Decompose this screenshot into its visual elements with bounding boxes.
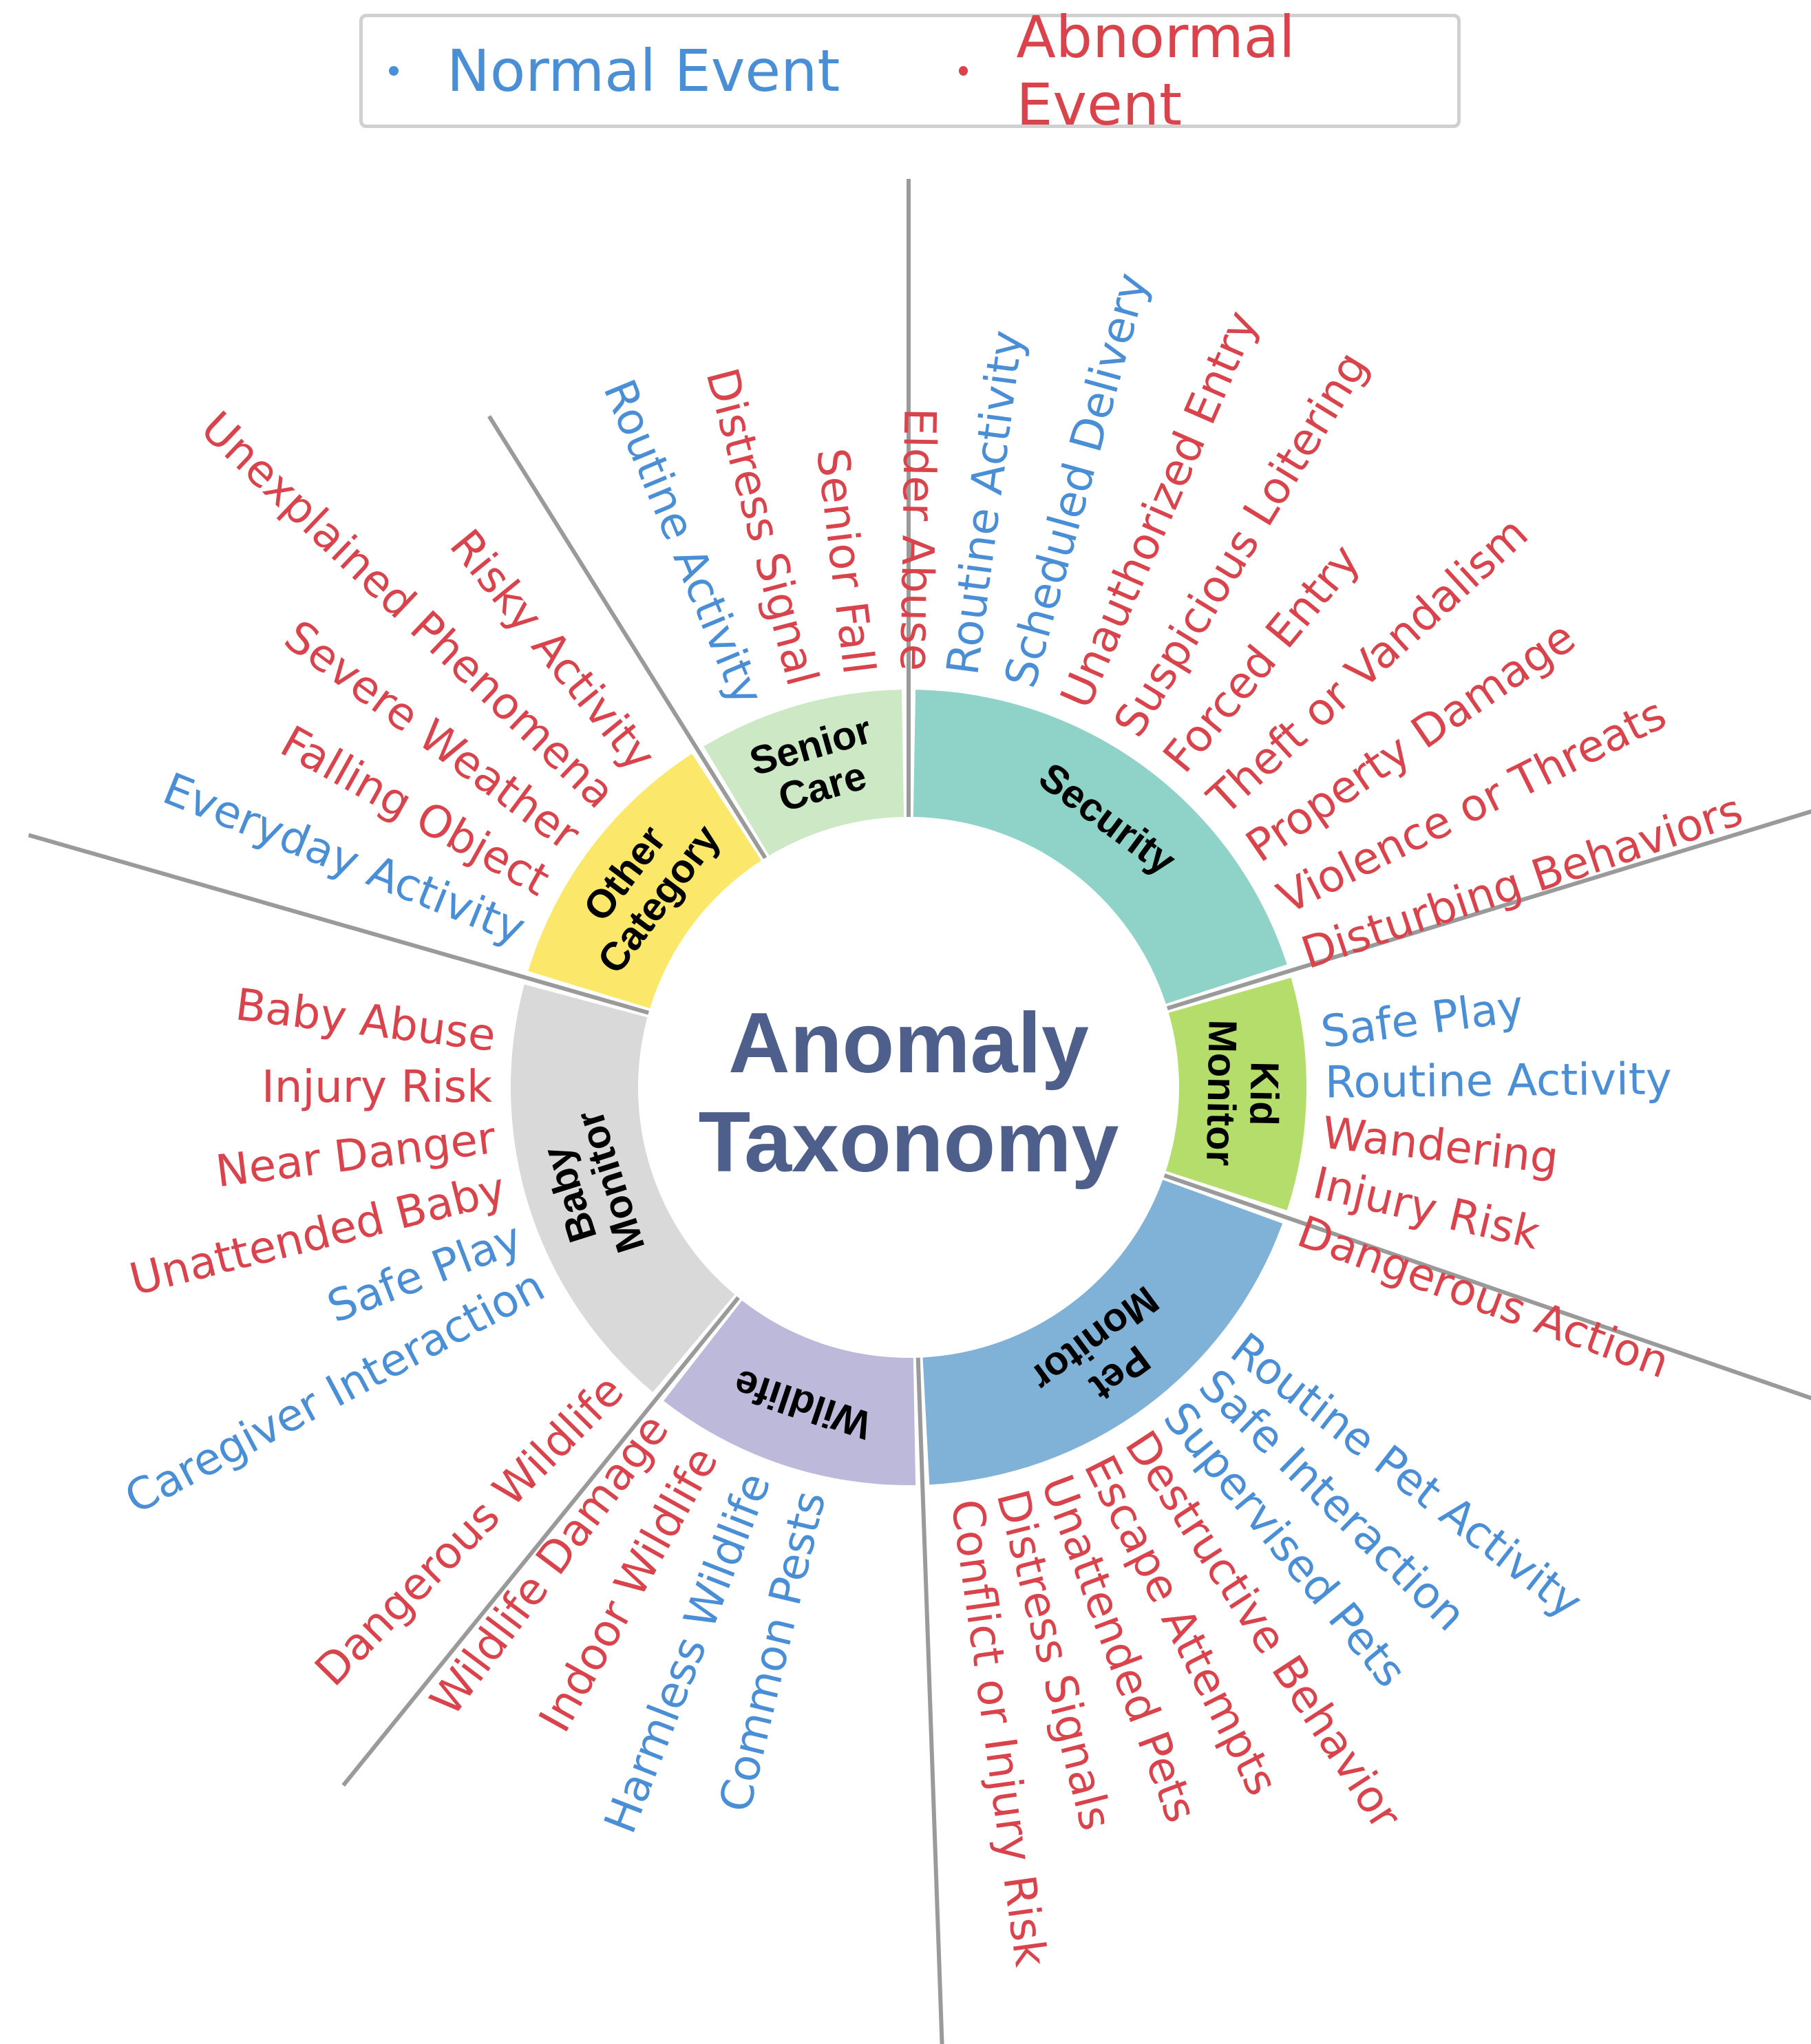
ring-segment-senior-care xyxy=(703,690,904,856)
sector-divider xyxy=(341,1296,741,1787)
ring-segment-baby-monitor xyxy=(511,984,735,1392)
ring-segment-pet-monitor xyxy=(922,1180,1283,1485)
event-item-abnormal: Elder Abuse xyxy=(890,407,945,672)
legend-abnormal-dot xyxy=(959,66,968,76)
category-label-line: Monitor xyxy=(1198,1019,1245,1167)
ring-segment-other-category xyxy=(528,754,761,1009)
sector-divider xyxy=(1163,1173,1811,1401)
ring-segment-wildlife xyxy=(664,1300,916,1485)
event-item-abnormal: Injury Risk xyxy=(262,1062,492,1113)
sector-divider xyxy=(1166,809,1811,1010)
event-item-abnormal: Unexplained Phenomena xyxy=(191,403,624,819)
category-label-line: Kid xyxy=(1241,1061,1287,1127)
legend-item-abnormal: Abnormal Event xyxy=(959,3,1457,138)
legend: Normal Event Abnormal Event xyxy=(359,3,1461,138)
ring-segment-kid-monitor xyxy=(1165,977,1306,1211)
legend-normal-label: Normal Event xyxy=(447,37,840,105)
event-item-abnormal: Baby Abuse xyxy=(233,979,498,1062)
category-ring xyxy=(511,690,1306,1485)
sector-divider xyxy=(915,1357,944,2044)
center-title-line-2: Taxonomy xyxy=(699,1095,1119,1190)
legend-abnormal-label: Abnormal Event xyxy=(1016,3,1295,138)
event-item-normal: Routine Activity xyxy=(1325,1054,1673,1108)
sector-divider xyxy=(487,415,767,860)
sector-dividers xyxy=(28,179,1811,2044)
center-title-line-1: Anomaly xyxy=(728,996,1089,1091)
ring-segment-security xyxy=(913,690,1287,1004)
legend-item-normal: Normal Event xyxy=(389,17,840,125)
sector-divider xyxy=(28,833,650,1015)
legend-normal-dot xyxy=(389,66,399,76)
event-item-normal: Safe Play xyxy=(1318,981,1527,1058)
